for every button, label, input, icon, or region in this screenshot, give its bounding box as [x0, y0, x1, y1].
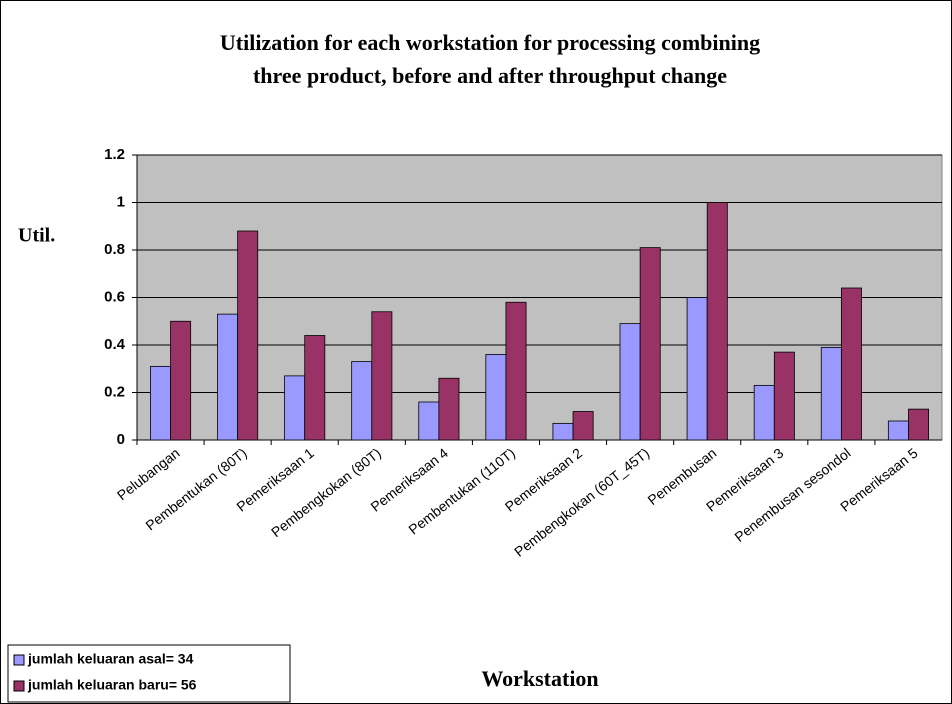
bar — [170, 320, 192, 441]
legend-label: jumlah keluaran baru= 56 — [27, 677, 197, 693]
y-tick-label: 0.6 — [104, 288, 125, 305]
y-tick-label: 0 — [117, 431, 125, 448]
legend-label: jumlah keluaran asal= 34 — [27, 651, 194, 667]
bar — [619, 323, 641, 441]
y-tick-label: 0.2 — [104, 383, 125, 400]
bar — [371, 311, 393, 441]
bar — [150, 365, 171, 441]
legend-swatch — [13, 654, 25, 666]
bar — [304, 335, 326, 441]
legend-swatch — [13, 680, 25, 692]
legend-box — [7, 644, 291, 703]
bar — [753, 384, 775, 441]
bar — [552, 422, 574, 441]
chart-title: Utilization for each workstation for pro… — [220, 30, 760, 55]
bar — [418, 401, 440, 441]
bar — [686, 297, 708, 441]
y-tick-label: 1.2 — [104, 146, 125, 163]
y-tick-label: 0.4 — [104, 336, 126, 353]
bar — [237, 230, 259, 441]
bar — [351, 361, 373, 441]
bar — [284, 375, 306, 441]
bar — [572, 411, 594, 441]
y-tick-label: 1 — [117, 193, 125, 210]
y-axis-label: Util. — [18, 225, 55, 247]
bar — [485, 354, 507, 441]
bar — [639, 247, 661, 441]
bar — [840, 287, 862, 441]
bar — [887, 420, 909, 441]
bar — [908, 408, 929, 441]
bar — [706, 202, 728, 441]
bar — [438, 377, 460, 441]
bar — [773, 351, 795, 441]
y-tick-label: 0.8 — [104, 241, 125, 258]
x-axis-label: Workstation — [481, 666, 598, 691]
bar — [217, 313, 239, 441]
bar — [505, 301, 527, 441]
bar — [820, 346, 842, 441]
chart-subtitle: three product, before and after throughp… — [253, 63, 727, 88]
